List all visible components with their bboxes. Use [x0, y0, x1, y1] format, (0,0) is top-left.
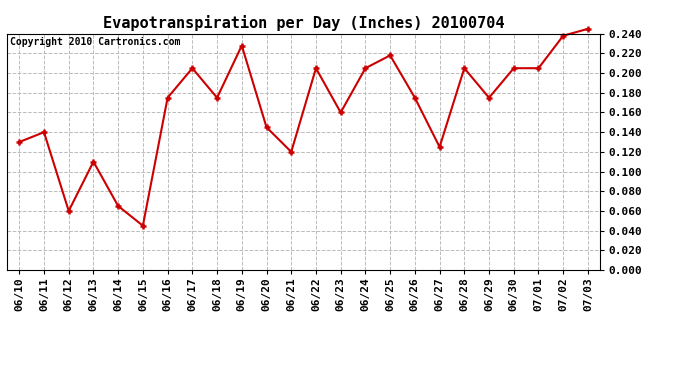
Text: Copyright 2010 Cartronics.com: Copyright 2010 Cartronics.com	[10, 37, 180, 47]
Title: Evapotranspiration per Day (Inches) 20100704: Evapotranspiration per Day (Inches) 2010…	[103, 15, 504, 31]
